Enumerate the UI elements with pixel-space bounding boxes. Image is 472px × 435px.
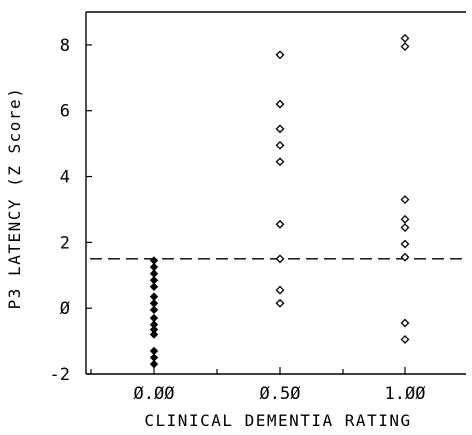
x-tick-label: Ø.5Ø [260, 384, 301, 404]
y-axis-title: P3 LATENCY (Z Score) [5, 87, 24, 310]
y-axis: -2 Ø 2 4 6 8 [50, 36, 92, 385]
open-diamond-point [275, 285, 285, 295]
x-axis: Ø.ØØ Ø.5Ø 1.ØØ [90, 367, 426, 404]
y-tick-label: 6 [60, 102, 70, 122]
open-diamond-point [275, 50, 285, 60]
open-diamond-point [400, 223, 410, 232]
y-tick-label: Ø [60, 299, 70, 319]
open-diamond-point [275, 298, 285, 308]
open-diamond-point [275, 254, 285, 264]
filled-diamond-point [149, 330, 159, 339]
plot-frame [85, 11, 466, 375]
open-diamond-point [400, 42, 410, 51]
data-points [149, 33, 410, 369]
open-diamond-point [400, 239, 410, 249]
open-diamond-point [400, 33, 410, 43]
filled-diamond-point [149, 282, 159, 291]
y-tick-label: 8 [60, 36, 70, 56]
open-diamond-point [400, 252, 410, 262]
x-axis-title: CLINICAL DEMENTIA RATING [144, 411, 411, 430]
open-diamond-point [275, 157, 285, 167]
open-diamond-point [275, 124, 285, 134]
open-diamond-point [400, 318, 410, 328]
open-diamond-point [275, 99, 285, 109]
open-diamond-point [400, 195, 410, 205]
filled-diamond-point [149, 305, 159, 315]
x-tick-label: 1.ØØ [385, 384, 426, 404]
open-diamond-point [400, 214, 410, 224]
filled-diamond-point [149, 359, 159, 369]
y-tick-label: 4 [60, 168, 70, 188]
open-diamond-point [275, 140, 285, 150]
open-diamond-point [400, 335, 410, 344]
y-tick-label: 2 [60, 233, 70, 253]
x-tick-label: Ø.ØØ [134, 384, 175, 404]
open-diamond-point [275, 219, 285, 229]
y-tick-label: -2 [50, 365, 70, 385]
